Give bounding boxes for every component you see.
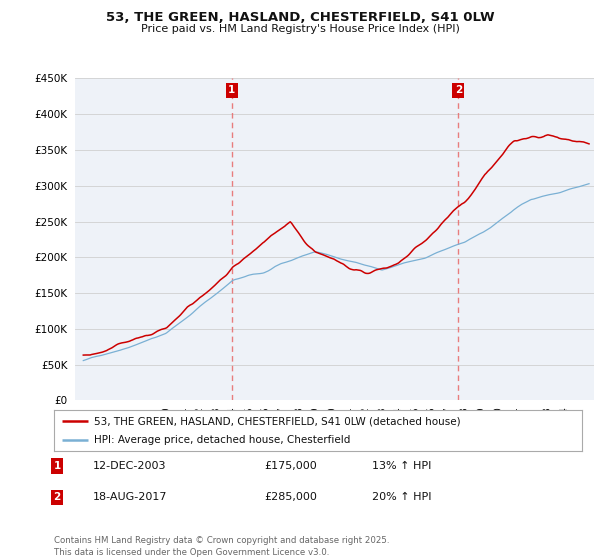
Text: 12-DEC-2003: 12-DEC-2003 (93, 461, 167, 471)
Text: 20% ↑ HPI: 20% ↑ HPI (372, 492, 431, 502)
Text: 1: 1 (53, 461, 61, 471)
Text: £285,000: £285,000 (264, 492, 317, 502)
Text: 18-AUG-2017: 18-AUG-2017 (93, 492, 167, 502)
Text: 13% ↑ HPI: 13% ↑ HPI (372, 461, 431, 471)
Text: 2: 2 (455, 86, 462, 96)
Text: 53, THE GREEN, HASLAND, CHESTERFIELD, S41 0LW: 53, THE GREEN, HASLAND, CHESTERFIELD, S4… (106, 11, 494, 24)
Text: HPI: Average price, detached house, Chesterfield: HPI: Average price, detached house, Ches… (94, 435, 350, 445)
Text: Price paid vs. HM Land Registry's House Price Index (HPI): Price paid vs. HM Land Registry's House … (140, 24, 460, 34)
Text: £175,000: £175,000 (264, 461, 317, 471)
Text: Contains HM Land Registry data © Crown copyright and database right 2025.
This d: Contains HM Land Registry data © Crown c… (54, 536, 389, 557)
Text: 53, THE GREEN, HASLAND, CHESTERFIELD, S41 0LW (detached house): 53, THE GREEN, HASLAND, CHESTERFIELD, S4… (94, 417, 460, 426)
Text: 2: 2 (53, 492, 61, 502)
Text: 1: 1 (228, 86, 235, 96)
